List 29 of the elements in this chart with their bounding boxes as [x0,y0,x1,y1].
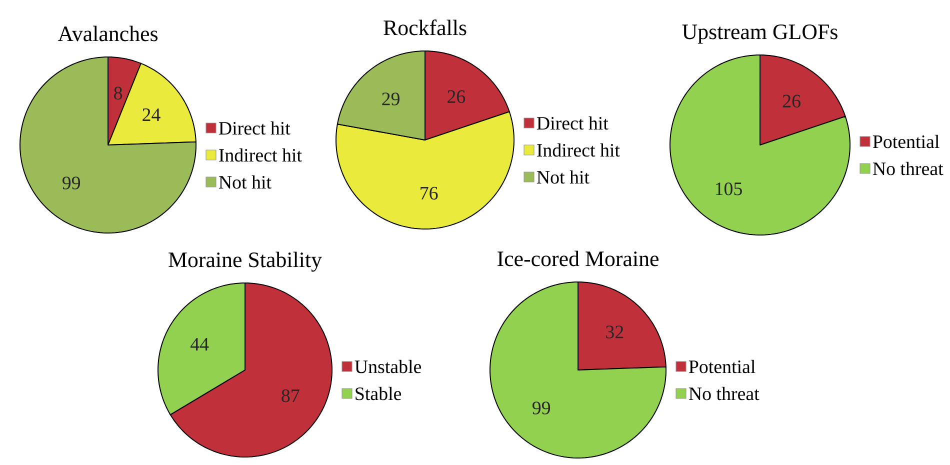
chart-title: Upstream GLOFs [682,24,838,44]
data-label: 32 [606,326,624,338]
data-label: 99 [62,176,80,190]
data-label: 26 [782,94,800,108]
data-label: 44 [190,338,209,350]
legend-label: Unstable [354,360,422,374]
data-label: 26 [448,90,466,104]
legend-label: Not hit [536,170,590,184]
legend-label: No threat [688,386,760,400]
legend-label: Stable [356,386,402,400]
chart-title: Ice-cored Moraine [498,250,658,266]
data-label: 76 [420,186,438,200]
legend-label: Potential [872,134,940,148]
chart-title: Avalanches [58,26,158,42]
legend-label: Direct hit [536,116,608,130]
legend-label: Not hit [218,175,272,189]
legend-label: Direct hit [218,121,290,135]
data-label: 99 [532,402,550,414]
data-label: 29 [382,92,400,106]
legend-label: Indirect hit [537,143,620,157]
legend-label: No threat [872,162,944,176]
chart-title: Moraine Stability [168,252,322,272]
legend-label: Indirect hit [219,148,302,162]
chart-title: Rockfalls [384,20,466,36]
data-label: 87 [282,389,300,402]
data-label: 105 [716,182,742,196]
legend-label: Potential [688,360,756,374]
data-label: 24 [142,108,160,121]
data-label: 8 [114,86,122,100]
